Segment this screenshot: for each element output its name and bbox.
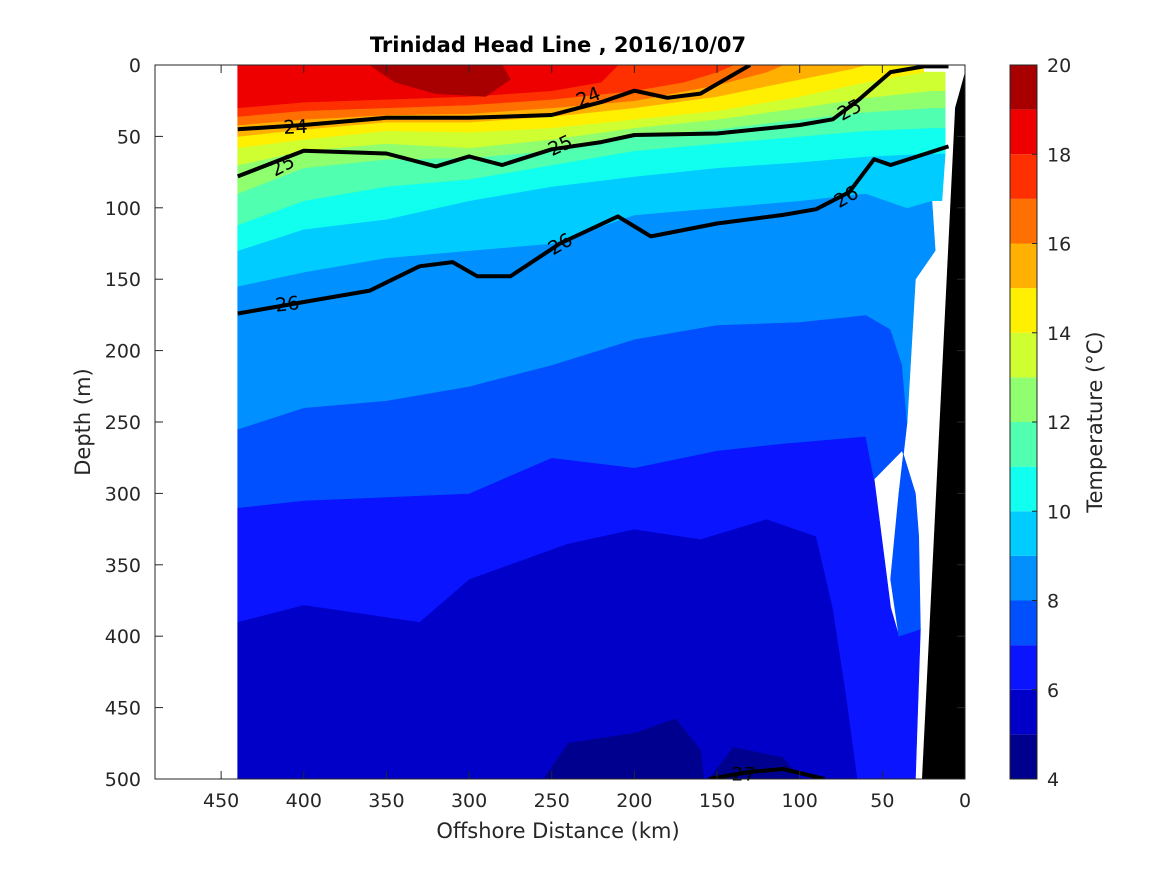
colorbar-tick-label-4: 4: [1047, 769, 1059, 791]
colorbar-swatch-12: [1010, 377, 1037, 422]
colorbar-swatch-7: [1010, 600, 1037, 646]
colorbar-tick-label-10: 10: [1047, 501, 1071, 523]
y-tick-label-400: 400: [105, 626, 141, 648]
density-contour-lines: [236, 65, 950, 779]
x-tick-label-150: 150: [699, 790, 735, 812]
colorbar-swatch-5: [1010, 689, 1037, 735]
x-tick-label-350: 350: [368, 790, 404, 812]
x-tick-label-450: 450: [203, 790, 239, 812]
colorbar-label: Temperature (°C): [1083, 331, 1107, 513]
colorbar-tick-label-12: 12: [1047, 412, 1071, 434]
x-axis-label: Offshore Distance (km): [436, 819, 679, 843]
contour-label-0: 24: [283, 116, 308, 139]
colorbar-tick-label-6: 6: [1047, 680, 1059, 702]
chart-title: Trinidad Head Line , 2016/10/07: [370, 33, 746, 57]
colorbar-swatch-16: [1010, 198, 1037, 244]
colorbar-tick-label-8: 8: [1047, 591, 1059, 613]
y-tick-label-0: 0: [129, 55, 141, 77]
colorbar-tick-label-16: 16: [1047, 234, 1071, 256]
y-tick-label-300: 300: [105, 483, 141, 505]
density-contour-24: [237, 65, 752, 132]
x-axis-ticks: 450 400 350 300 250 200 150 100 50 0: [203, 65, 971, 812]
y-tick-label-200: 200: [105, 341, 141, 363]
x-tick-label-50: 50: [870, 790, 894, 812]
y-tick-label-450: 450: [105, 698, 141, 720]
colorbar-swatch-14: [1010, 288, 1037, 333]
x-tick-label-400: 400: [286, 790, 322, 812]
colorbar-swatch-8: [1010, 555, 1037, 601]
temperature-region-1: [543, 718, 705, 779]
y-axis-ticks: 0 50 100 150 200 250 300 350 400 450 500: [105, 55, 965, 791]
density-contour-25: [236, 65, 949, 179]
colorbar-swatch-4: [1010, 734, 1037, 779]
y-axis-label: Depth (m): [71, 368, 95, 475]
colorbar-tick-label-18: 18: [1047, 144, 1071, 166]
colorbar-swatch-15: [1010, 243, 1037, 289]
y-tick-label-350: 350: [105, 555, 141, 577]
colorbar-swatch-11: [1010, 422, 1037, 467]
temperature-region-16: [369, 65, 511, 97]
x-tick-label-250: 250: [534, 790, 570, 812]
contour-label-8: 27: [731, 763, 755, 785]
seafloor-bathymetry: [922, 72, 965, 779]
colorbar-swatch-9: [1010, 511, 1037, 556]
density-contour-26: [237, 144, 950, 316]
colorbar-swatch-6: [1010, 645, 1037, 690]
colorbar-swatch-18: [1010, 109, 1037, 155]
x-tick-label-200: 200: [616, 790, 652, 812]
seafloor-wedge: [922, 72, 965, 779]
y-tick-label-150: 150: [105, 269, 141, 291]
colorbar-swatch-10: [1010, 466, 1037, 512]
colorbar-tick-label-14: 14: [1047, 323, 1071, 345]
colorbar-tick-label-20: 20: [1047, 55, 1071, 77]
y-tick-label-100: 100: [105, 198, 141, 220]
colorbar-swatch-13: [1010, 332, 1037, 378]
density-contour-27: [708, 767, 825, 779]
contour-label-5: 26: [274, 292, 300, 316]
colorbar: 4 6 8 10 12 14 16 18 20: [1009, 55, 1071, 791]
temperature-contour-fills: [237, 65, 946, 779]
x-tick-label-300: 300: [451, 790, 487, 812]
colorbar-swatch-17: [1010, 154, 1037, 199]
y-tick-label-250: 250: [105, 412, 141, 434]
x-tick-label-100: 100: [782, 790, 818, 812]
y-tick-label-50: 50: [117, 126, 141, 148]
x-tick-label-0: 0: [959, 790, 971, 812]
colorbar-swatch-19: [1010, 65, 1037, 110]
y-tick-label-500: 500: [105, 769, 141, 791]
